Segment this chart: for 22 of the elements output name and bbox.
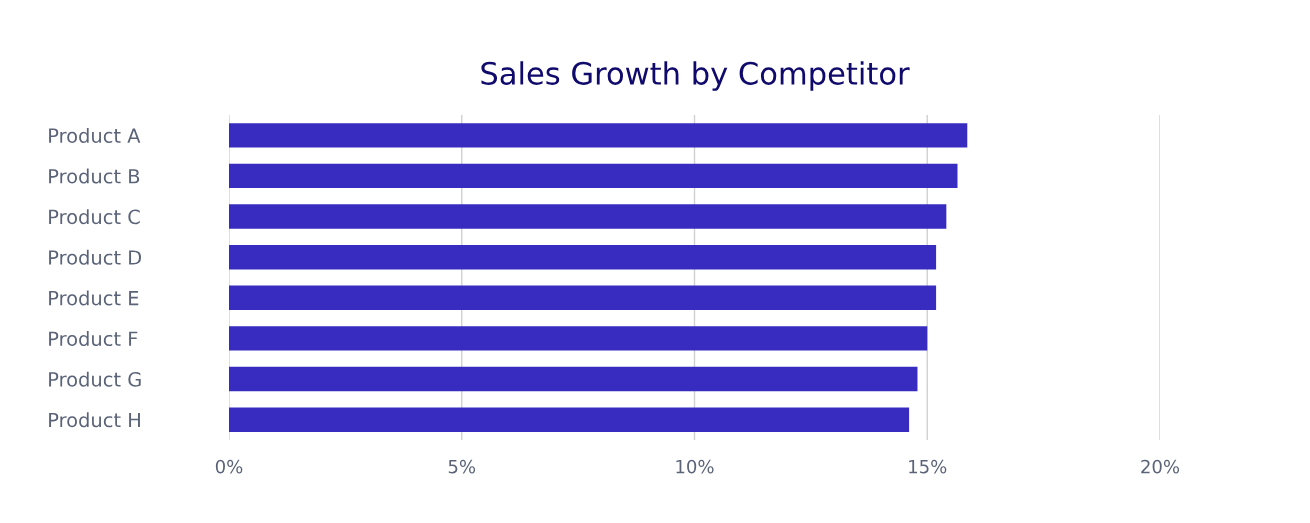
bar bbox=[229, 245, 937, 270]
x-tick-label: 5% bbox=[448, 459, 476, 474]
y-tick-label: Product E bbox=[49, 290, 139, 306]
y-tick-label: Product G bbox=[49, 371, 141, 387]
y-tick-label: Product H bbox=[49, 412, 140, 428]
x-tick-label: 0% bbox=[215, 459, 243, 474]
y-tick-label: Product A bbox=[49, 127, 141, 143]
bar bbox=[229, 366, 918, 392]
bar bbox=[229, 407, 910, 432]
y-tick-label: Product F bbox=[49, 331, 138, 347]
x-tick-label: 10% bbox=[676, 459, 714, 474]
x-tick-label: 20% bbox=[1141, 459, 1180, 474]
bar bbox=[229, 326, 928, 351]
bar bbox=[229, 163, 958, 189]
chart-title: Sales Growth by Competitor bbox=[481, 61, 910, 91]
y-tick-label: Product B bbox=[49, 168, 140, 184]
x-tick-label: 15% bbox=[909, 459, 947, 474]
bar bbox=[229, 123, 968, 148]
bar bbox=[229, 204, 947, 229]
y-tick-label: Product C bbox=[49, 209, 140, 225]
bar bbox=[229, 285, 937, 310]
y-tick-label: Product D bbox=[49, 249, 142, 265]
